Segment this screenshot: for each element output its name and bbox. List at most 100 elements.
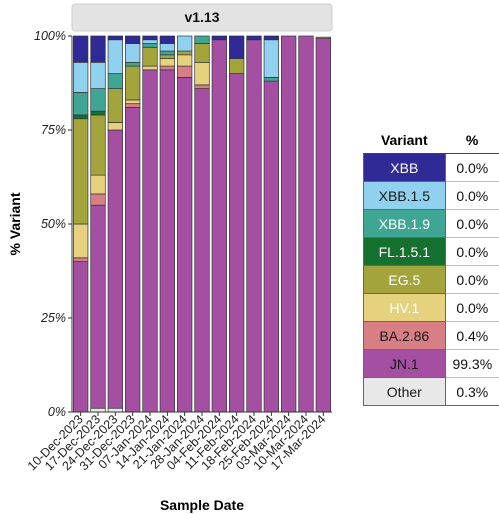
- bar-segment-xbb-1-5: [159, 43, 175, 52]
- bar-segment-hv-1: [125, 99, 141, 105]
- y-tick-label: 50%: [41, 217, 66, 231]
- bar-segment-hv-1: [142, 65, 158, 71]
- bar-segment-eg-5: [142, 46, 158, 67]
- bar-segment-hv-1: [107, 122, 123, 131]
- bar-stack: [73, 35, 89, 413]
- bar-segment-xbb: [107, 35, 123, 41]
- bar-segment-other: [90, 407, 106, 413]
- y-axis: 0% 25% 50% 75% 100%: [34, 29, 73, 419]
- bar-stack: [142, 35, 158, 413]
- bar-segment-xbb-1-9: [90, 88, 106, 112]
- bar-segment-xbb-1-5: [107, 39, 123, 74]
- legend-variant-name: XBB.1.5: [363, 181, 446, 210]
- legend-variant-name: BA.2.86: [363, 321, 446, 350]
- bar-segment-xbb-1-9: [73, 92, 89, 116]
- legend-variant-pct: 0.3%: [445, 377, 499, 406]
- legend-variant-pct: 99.3%: [445, 349, 499, 378]
- legend-variant-name: XBB.1.9: [363, 209, 446, 238]
- bar-segment-ba-2-86: [159, 65, 175, 71]
- bar-stack: [263, 35, 279, 413]
- bar-stack: [125, 35, 141, 413]
- bar-segment-jn-1: [194, 88, 210, 413]
- bar-segment-ba-2-86: [73, 257, 89, 262]
- bar-segment-xbb: [229, 35, 245, 59]
- bar-segment-eg-5: [90, 114, 106, 176]
- x-axis: 10-Dec-202317-Dec-202324-Dec-202331-Dec-…: [25, 411, 332, 473]
- bar-segment-jn-1: [107, 129, 123, 409]
- legend-row: FL.1.5.1 0.0%: [363, 237, 499, 266]
- legend-variant-name: EG.5: [363, 265, 446, 294]
- y-tick-label: 100%: [34, 29, 66, 43]
- bar-segment-eg-5: [73, 118, 89, 225]
- legend-variant-pct: 0.4%: [445, 321, 499, 350]
- y-axis-title: % Variant: [7, 192, 23, 255]
- legend-table: Variant % XBB 0.0% XBB.1.5 0.0% XBB.1.9 0.0% F…: [363, 127, 499, 406]
- bar-segment-jn-1: [142, 69, 158, 413]
- bar-segment-eg-5: [177, 50, 193, 56]
- bar-segment-hv-1: [159, 58, 175, 67]
- legend-header-pct: %: [445, 127, 499, 154]
- legend-variant-name: JN.1: [363, 349, 446, 378]
- bar-segment-jn-1: [298, 35, 314, 413]
- bar-segment-jn-1: [263, 80, 279, 413]
- bar-segment-eg-5: [229, 58, 245, 74]
- legend-row: XBB 0.0%: [363, 153, 499, 182]
- bar-segment-ba-2-86: [125, 103, 141, 108]
- bar-segment-jn-1: [73, 261, 89, 413]
- bar-stack: [159, 35, 175, 413]
- bar-stack: [211, 35, 227, 413]
- bar-segment-xbb-1-9: [142, 43, 158, 48]
- bar-segment-jn-1: [125, 107, 141, 413]
- bar-segment-jn-1: [177, 77, 193, 413]
- bar-segment-xbb: [159, 35, 175, 44]
- bars-layer: [73, 35, 331, 413]
- legend-variant-name: XBB: [363, 153, 446, 182]
- bar-segment-xbb: [73, 35, 89, 63]
- bar-segment-xbb-1-5: [90, 61, 106, 89]
- bar-segment-hv-1: [73, 223, 89, 259]
- legend-row: BA.2.86 0.4%: [363, 321, 499, 350]
- bar-segment-xbb-1-5: [125, 43, 141, 63]
- bar-segment-xbb: [90, 35, 106, 63]
- bar-segment-xbb-1-9: [263, 77, 279, 82]
- panel-strip: [71, 3, 333, 32]
- bar-segment-xbb-1-9: [125, 61, 141, 67]
- legend-variant-pct: 0.0%: [445, 153, 499, 182]
- bar-segment-jn-1: [281, 35, 297, 413]
- legend-variant-pct: 0.0%: [445, 209, 499, 238]
- bar-segment-hv-1: [194, 61, 210, 86]
- bar-segment-xbb: [211, 35, 227, 41]
- bar-segment-xbb-1-9: [159, 50, 175, 56]
- bar-segment-xbb-1-9: [194, 35, 210, 44]
- legend-row: Other 0.3%: [363, 377, 499, 406]
- legend-row: XBB.1.5 0.0%: [363, 181, 499, 210]
- bar-segment-xbb: [125, 35, 141, 44]
- y-tick-label: 0%: [48, 405, 66, 419]
- legend-variant-pct: 0.0%: [445, 293, 499, 322]
- bar-segment-ba-2-86: [177, 65, 193, 78]
- bar-segment-eg-5: [159, 54, 175, 59]
- bar-stack: [90, 35, 106, 413]
- legend-row: HV.1 0.0%: [363, 293, 499, 322]
- legend-variant-pct: 0.0%: [445, 181, 499, 210]
- bar-segment-fl-1-5-1: [90, 110, 106, 116]
- bar-segment-xbb-1-5: [142, 39, 158, 44]
- bar-segment-eg-5: [194, 43, 210, 63]
- legend-variant-pct: 0.0%: [445, 265, 499, 294]
- bar-stack: [107, 35, 123, 413]
- bar-segment-jn-1: [90, 204, 106, 409]
- bar-segment-jn-1: [229, 73, 245, 413]
- bar-stack: [315, 36, 331, 413]
- bar-segment-ba-2-86: [194, 84, 210, 89]
- bar-segment-xbb-1-5: [177, 35, 193, 52]
- legend-variant-name: HV.1: [363, 293, 446, 322]
- legend-row: JN.1 99.3%: [363, 349, 499, 378]
- legend-body: XBB 0.0% XBB.1.5 0.0% XBB.1.9 0.0% FL.1.5.1 0.0…: [363, 153, 499, 406]
- bar-segment-xbb-1-5: [73, 61, 89, 93]
- bar-segment-ba-2-86: [90, 193, 106, 206]
- legend-row: EG.5 0.0%: [363, 265, 499, 294]
- y-tick-label: 25%: [40, 311, 66, 325]
- bar-segment-eg-5: [107, 88, 123, 123]
- legend-variant-name: FL.1.5.1: [363, 237, 446, 266]
